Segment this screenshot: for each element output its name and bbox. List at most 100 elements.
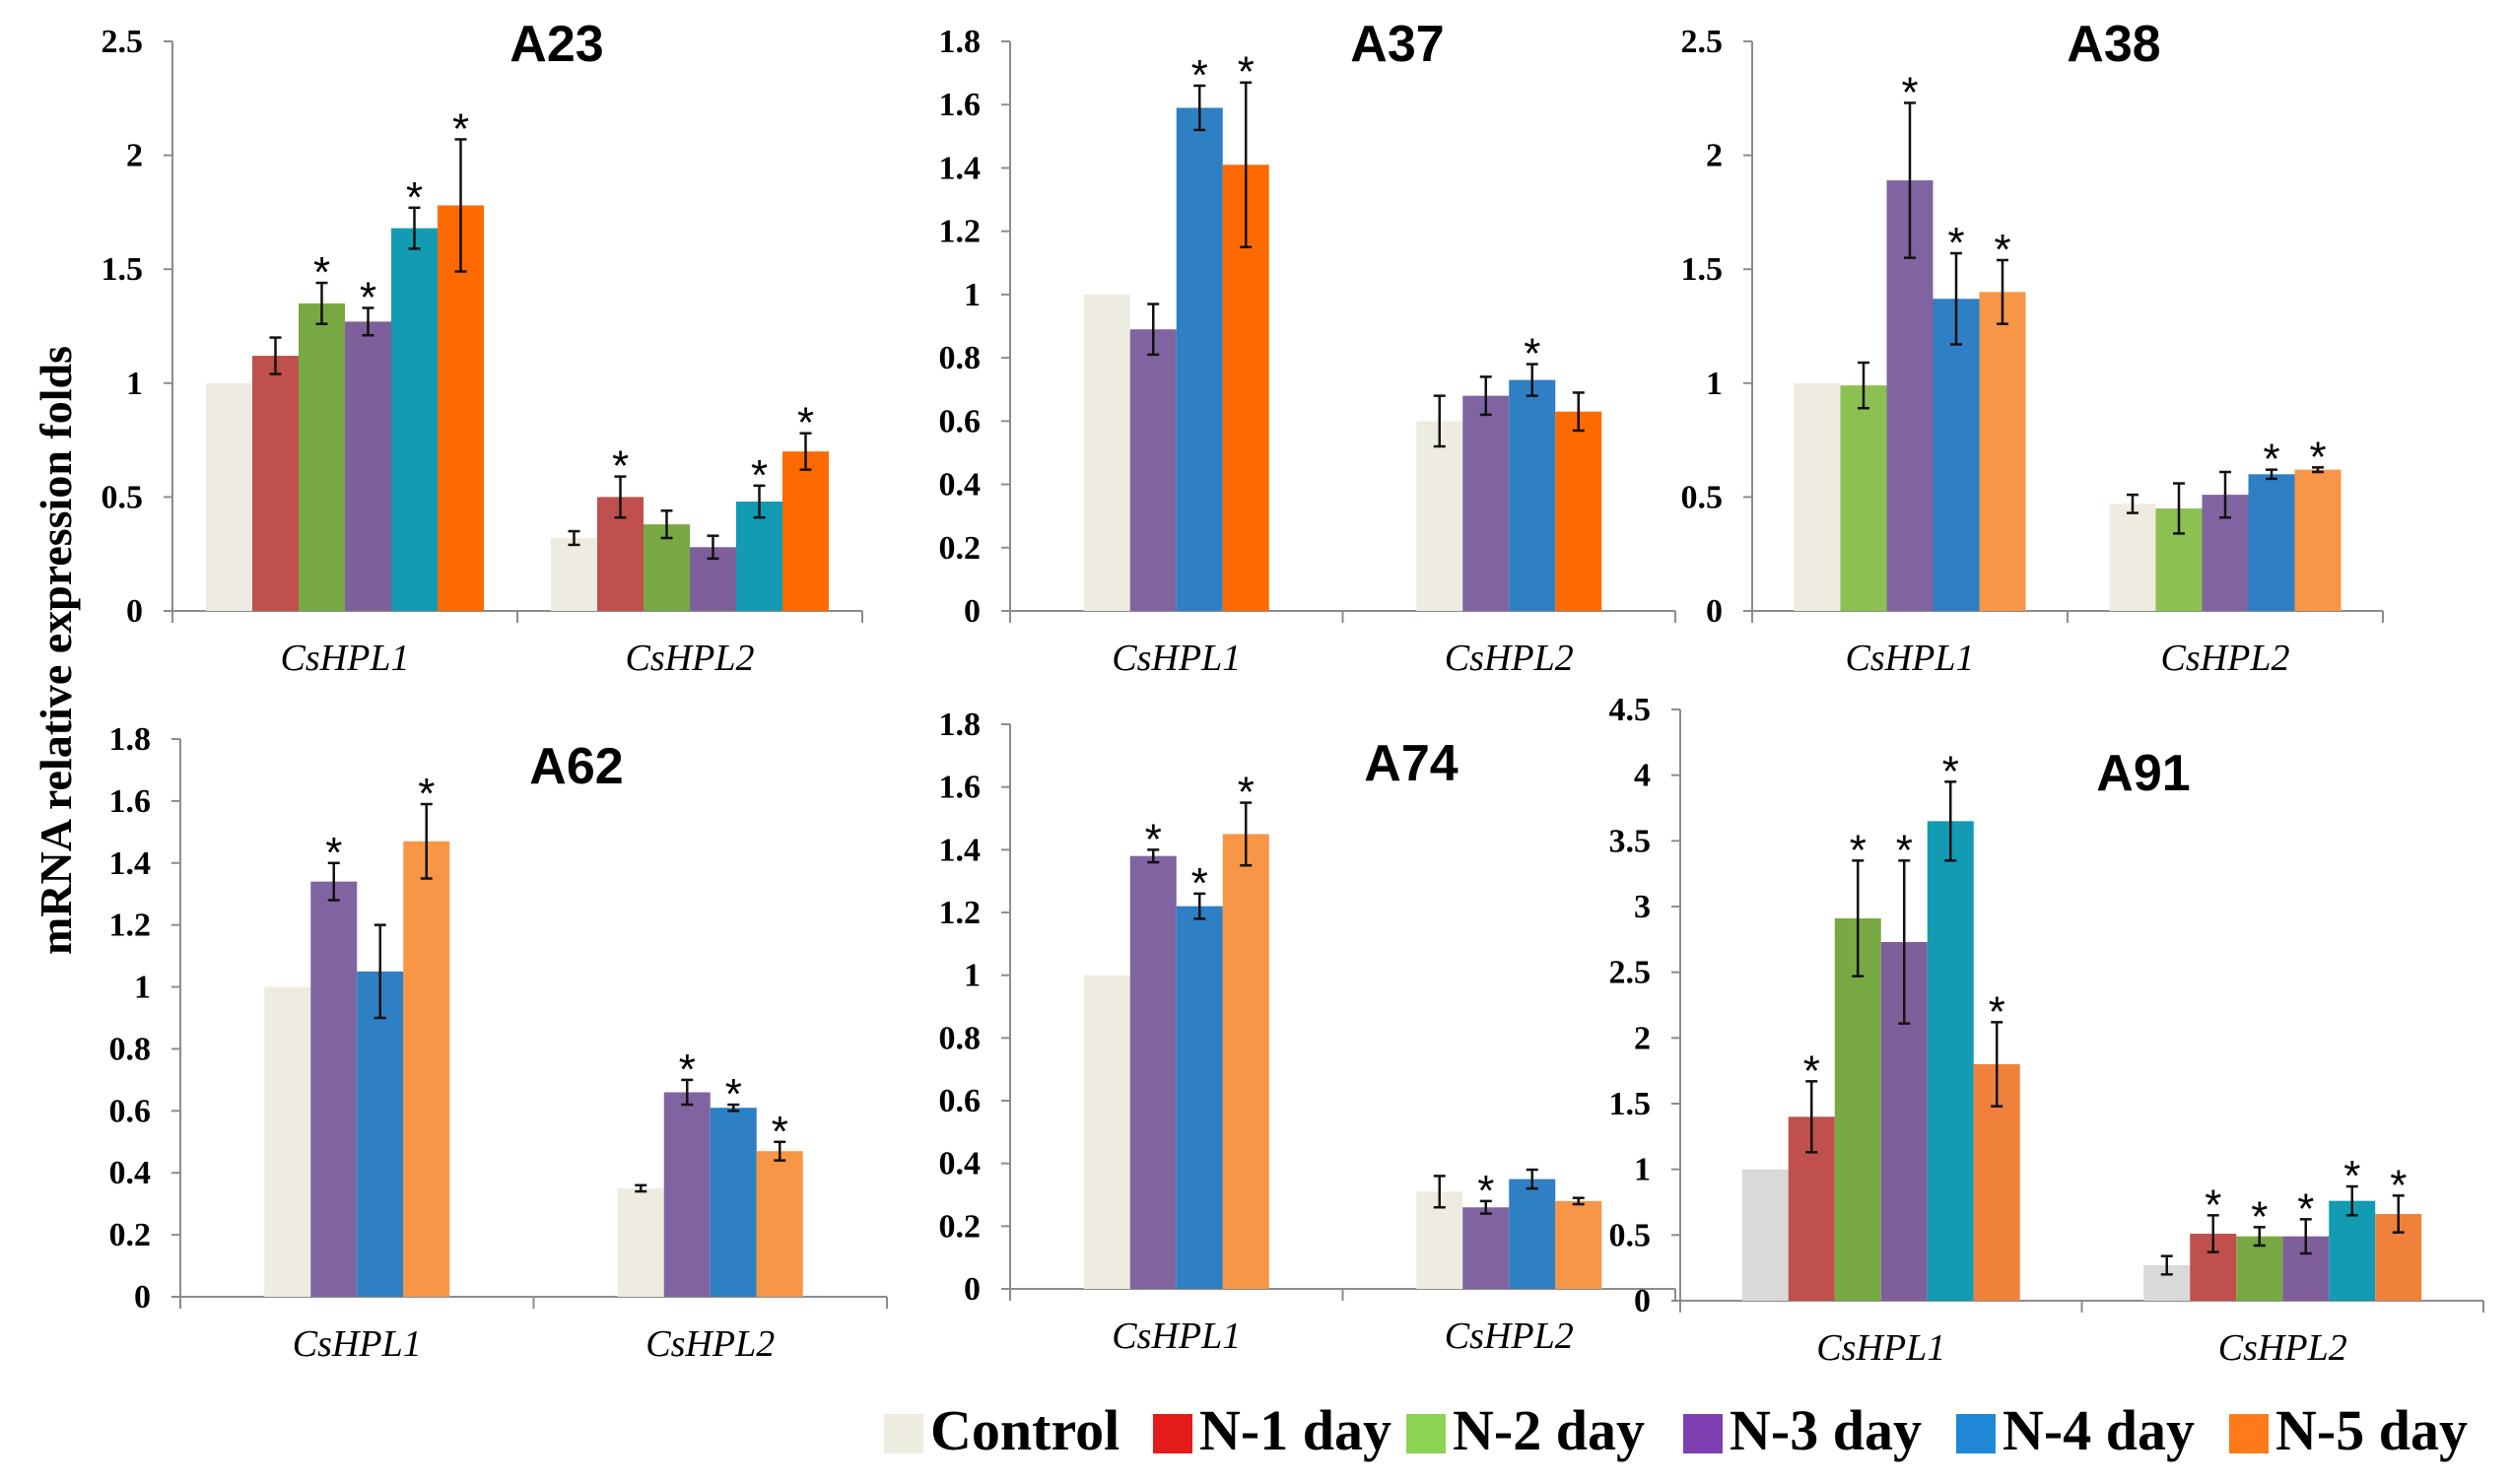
- y-tick-label: 0: [964, 1271, 981, 1308]
- significance-asterisk: *: [2297, 1184, 2314, 1233]
- significance-asterisk: *: [751, 451, 768, 500]
- y-tick-label: 1.2: [939, 214, 982, 250]
- x-category-label: CsHPL2: [1445, 1315, 1574, 1357]
- significance-asterisk: *: [1850, 826, 1866, 874]
- bar-group-cshpl1: CsHPL1 * * * *: [206, 104, 484, 679]
- significance-asterisk: *: [1942, 747, 1959, 795]
- bar-control: [2109, 504, 2156, 611]
- bar-control: [1083, 975, 1130, 1289]
- significance-asterisk: *: [360, 274, 376, 322]
- bar-group-cshpl1: CsHPL1 * * * * *: [1741, 747, 2020, 1369]
- y-tick-label: 1.4: [939, 832, 982, 868]
- y-tick-label: 1.6: [939, 770, 982, 806]
- y-tick-label: 0.2: [939, 1208, 982, 1245]
- x-category-label: CsHPL1: [281, 638, 410, 679]
- y-tick-label: 0.8: [939, 1020, 982, 1056]
- legend-item-n-4-day: N-4 day: [1956, 1398, 2195, 1462]
- bar-control: [206, 382, 252, 611]
- panel-a74: A7400.20.40.60.811.21.41.61.8CsHPL1***Cs…: [939, 707, 1676, 1357]
- legend-label: N-5 day: [2275, 1398, 2468, 1462]
- significance-asterisk: *: [725, 1070, 742, 1118]
- x-category-label: CsHPL1: [1112, 638, 1241, 679]
- bar-group-cshpl1: CsHPL1 * *: [1083, 48, 1269, 679]
- bar-n-5-day: [1979, 292, 2026, 611]
- y-tick-label: 0.4: [939, 1146, 982, 1182]
- y-tick-label: 2: [1706, 138, 1723, 174]
- bar-n-3-day: [1462, 395, 1510, 611]
- significance-asterisk: *: [1989, 987, 2005, 1036]
- bar-n-4-day: [1509, 1179, 1556, 1289]
- x-category-label: CsHPL1: [293, 1323, 422, 1365]
- significance-asterisk: *: [1803, 1046, 1820, 1095]
- panel-title: A91: [2096, 745, 2190, 802]
- y-tick-label: 1: [1634, 1152, 1651, 1188]
- legend-item-n-2-day: N-2 day: [1406, 1398, 1645, 1462]
- y-tick-label: 0.6: [109, 1093, 152, 1129]
- significance-asterisk: *: [1191, 51, 1208, 100]
- panel-title: A38: [2067, 16, 2160, 73]
- significance-asterisk: *: [679, 1046, 696, 1094]
- bar-n-5-day: [1222, 834, 1269, 1289]
- bar-n-5-day: [756, 1151, 803, 1297]
- bar-n-3-day: [1129, 329, 1177, 611]
- legend-label: N-4 day: [2002, 1398, 2195, 1462]
- significance-asterisk: *: [1901, 68, 1918, 116]
- legend-item-n-3-day: N-3 day: [1683, 1398, 1922, 1462]
- significance-asterisk: *: [2263, 436, 2279, 484]
- bar-n-4-day: [1933, 299, 1980, 611]
- bar-n-1-day: [252, 356, 299, 611]
- bar-n-4-day: [1509, 379, 1556, 611]
- significance-asterisk: *: [406, 173, 423, 222]
- x-category-label: CsHPL2: [626, 638, 755, 679]
- significance-asterisk: *: [2309, 433, 2326, 481]
- panel-title: A23: [509, 16, 603, 73]
- y-tick-label: 4: [1634, 758, 1651, 794]
- y-tick-label: 0.6: [939, 403, 982, 439]
- y-tick-label: 2: [1634, 1020, 1651, 1056]
- bar-n-2-day: [2236, 1236, 2283, 1301]
- bar-n-4-day: [357, 971, 404, 1297]
- bar-control: [617, 1187, 664, 1297]
- panel-a38: A38 0 0.5 1 1.5 2 2.5 CsHPL1 * * * CsHPL2 * *: [1681, 16, 2384, 679]
- y-axis-title: mRNA relative expression folds: [31, 346, 81, 955]
- significance-asterisk: *: [1238, 769, 1255, 817]
- panel-a62: A6200.20.40.60.811.21.41.61.8CsHPL1**CsH…: [109, 721, 888, 1365]
- y-tick-label: 0.4: [109, 1155, 152, 1191]
- bar-n-3-day: [1129, 855, 1177, 1289]
- bar-group-cshpl1: CsHPL1 * * *: [1083, 769, 1269, 1357]
- bar-n-2-day: [1834, 918, 1881, 1301]
- y-tick-label: 0.5: [1681, 479, 1724, 515]
- x-category-label: CsHPL2: [645, 1323, 775, 1365]
- bar-control: [1083, 294, 1130, 611]
- significance-asterisk: *: [325, 829, 342, 877]
- significance-asterisk: *: [1994, 226, 2010, 274]
- legend-swatch: [884, 1414, 923, 1453]
- legend-item-n-5-day: N-5 day: [2229, 1398, 2468, 1462]
- y-tick-label: 1.6: [939, 87, 982, 123]
- bar-n-3-day: [310, 881, 358, 1297]
- y-tick-label: 1.5: [1681, 251, 1724, 288]
- significance-asterisk: *: [1191, 859, 1208, 908]
- bar-n-2-day: [299, 303, 345, 611]
- bar-n-3-day: [663, 1092, 711, 1297]
- y-tick-label: 0.2: [109, 1217, 152, 1253]
- bar-n-5-day: [1555, 411, 1602, 611]
- bar-group-cshpl2: CsHPL2 * * *: [551, 399, 829, 679]
- x-category-label: CsHPL1: [1846, 638, 1975, 679]
- panel-title: A74: [1364, 735, 1458, 792]
- y-tick-label: 1.8: [939, 707, 982, 743]
- x-category-label: CsHPL2: [2161, 638, 2290, 679]
- bar-n-4-day: [2248, 474, 2295, 611]
- y-tick-label: 2.5: [1681, 24, 1724, 60]
- bar-group-cshpl2: CsHPL2 * * *: [617, 1046, 803, 1365]
- bar-n-4-day: [710, 1108, 757, 1297]
- legend-swatch: [1956, 1414, 1996, 1453]
- y-tick-label: 0: [126, 593, 143, 630]
- bar-n-4-day: [1927, 821, 1974, 1301]
- significance-asterisk: *: [797, 399, 814, 447]
- significance-asterisk: *: [1477, 1167, 1494, 1215]
- legend-swatch: [1683, 1414, 1723, 1453]
- y-tick-label: 1: [126, 366, 143, 402]
- legend-label: N-1 day: [1199, 1398, 1391, 1462]
